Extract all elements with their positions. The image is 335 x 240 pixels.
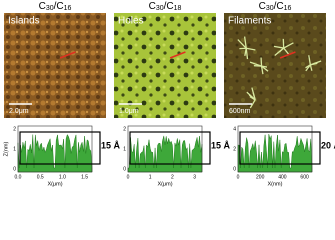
height-box bbox=[19, 131, 101, 165]
x-tick-label: 0.5 bbox=[37, 174, 44, 180]
panel-title: C30/C18 bbox=[149, 1, 182, 12]
y-tick-label: 2 bbox=[13, 126, 16, 132]
x-tick-label: 1 bbox=[149, 174, 152, 180]
profile-marker bbox=[59, 51, 76, 59]
filament bbox=[261, 65, 269, 72]
filament bbox=[237, 39, 247, 49]
panel-label: Filaments bbox=[228, 16, 271, 27]
scale-bar-label: 1.0μm bbox=[119, 108, 139, 115]
panel-title: C30/C16 bbox=[259, 1, 292, 12]
y-tick-label: 0 bbox=[123, 166, 126, 172]
y-tick-label: 4 bbox=[233, 126, 236, 132]
height-label: 20 Å bbox=[321, 140, 335, 150]
filament bbox=[249, 99, 256, 109]
filament bbox=[248, 94, 256, 101]
profile-marker bbox=[279, 51, 296, 59]
x-axis-label: X(μm) bbox=[157, 181, 172, 187]
x-tick-label: 0.0 bbox=[15, 174, 22, 180]
filament bbox=[243, 36, 247, 49]
profile-marker bbox=[169, 51, 186, 59]
scale-bar-label: 600nm bbox=[229, 108, 251, 115]
y-tick-label: 2 bbox=[123, 126, 126, 132]
title-part: 16 bbox=[284, 5, 292, 12]
filament bbox=[283, 42, 294, 49]
y-tick-label: 1 bbox=[123, 146, 126, 152]
title-part: 30 bbox=[46, 5, 54, 12]
height-box bbox=[129, 131, 211, 165]
plot-frame bbox=[237, 125, 313, 173]
height-label: 15 Å bbox=[101, 140, 121, 150]
title-part: 16 bbox=[64, 5, 72, 12]
filament bbox=[273, 45, 284, 49]
x-tick-label: 0 bbox=[237, 174, 240, 180]
x-tick-label: 0 bbox=[127, 174, 130, 180]
y-axis-label: Z(nm) bbox=[3, 142, 9, 157]
filament bbox=[309, 64, 313, 71]
filament bbox=[245, 48, 249, 60]
title-part: C bbox=[149, 1, 156, 12]
filament bbox=[310, 62, 318, 66]
filament bbox=[283, 47, 290, 55]
afm-image bbox=[114, 13, 216, 118]
x-tick-label: 3 bbox=[193, 174, 196, 180]
filament bbox=[249, 61, 262, 67]
x-tick-label: 2 bbox=[171, 174, 174, 180]
profile-trace bbox=[17, 133, 93, 173]
title-part: C bbox=[259, 1, 266, 12]
y-tick-label: 1 bbox=[13, 146, 16, 152]
x-axis-label: X(μm) bbox=[47, 181, 62, 187]
profile-trace bbox=[237, 134, 313, 173]
x-tick-label: 1.5 bbox=[81, 174, 88, 180]
x-tick-label: 400 bbox=[278, 174, 287, 180]
x-tick-label: 200 bbox=[256, 174, 265, 180]
filament bbox=[308, 55, 311, 65]
title-part: 30 bbox=[156, 5, 164, 12]
title-part: /C bbox=[164, 1, 174, 12]
panel-label: Islands bbox=[8, 16, 40, 27]
title-part: /C bbox=[274, 1, 284, 12]
title-part: 30 bbox=[266, 5, 274, 12]
height-box bbox=[239, 131, 321, 165]
height-label: 15 Å bbox=[211, 140, 231, 150]
panel-title: C30/C16 bbox=[39, 1, 72, 12]
x-axis-label: X(nm) bbox=[268, 181, 283, 187]
title-part: C bbox=[39, 1, 46, 12]
filament bbox=[260, 66, 264, 75]
filament bbox=[246, 47, 256, 51]
profile-trace bbox=[127, 135, 203, 173]
panel-label: Holes bbox=[118, 16, 144, 27]
x-tick-label: 1.0 bbox=[59, 174, 66, 180]
scale-bar-label: 2.0μm bbox=[9, 108, 29, 115]
plot-frame bbox=[17, 125, 93, 173]
title-part: 18 bbox=[174, 5, 182, 12]
filament bbox=[305, 64, 311, 72]
y-tick-label: 0 bbox=[13, 166, 16, 172]
y-tick-label: 0 bbox=[233, 166, 236, 172]
filament bbox=[279, 47, 285, 53]
filament bbox=[251, 87, 256, 100]
x-tick-label: 600 bbox=[300, 174, 309, 180]
title-part: /C bbox=[54, 1, 64, 12]
afm-image bbox=[4, 13, 106, 118]
plot-frame bbox=[127, 125, 203, 173]
y-tick-label: 2 bbox=[233, 146, 236, 152]
